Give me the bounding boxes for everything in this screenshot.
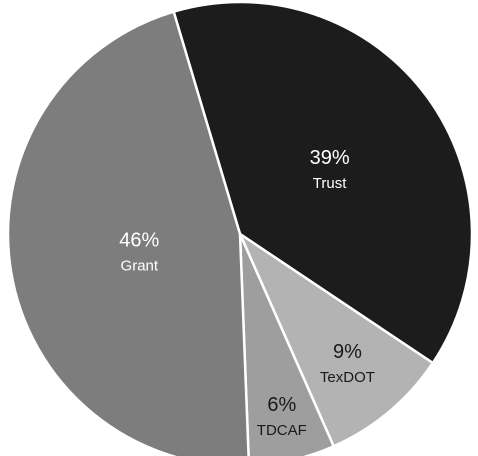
pie-slice-grant <box>6 10 250 456</box>
slice-name-label-texdot: TexDOT <box>320 369 375 386</box>
slice-percent-label-tdcaf: 6% <box>267 394 296 416</box>
pie-labels: 39% Trust 9% TexDOT 6% TDCAF 46% Grant <box>119 147 375 439</box>
pie-slice-trust <box>172 0 474 365</box>
pie-slice-texdot <box>237 230 435 448</box>
pie-slices <box>6 0 474 456</box>
slice-name-label-trust: Trust <box>313 175 347 192</box>
slice-percent-label-texdot: 9% <box>333 341 362 363</box>
pie-slice-tdcaf <box>238 233 336 456</box>
slice-percent-label-grant: 46% <box>119 230 159 252</box>
slice-percent-label-trust: 39% <box>310 147 350 169</box>
slice-name-label-grant: Grant <box>121 258 159 275</box>
slice-name-label-tdcaf: TDCAF <box>257 422 307 439</box>
